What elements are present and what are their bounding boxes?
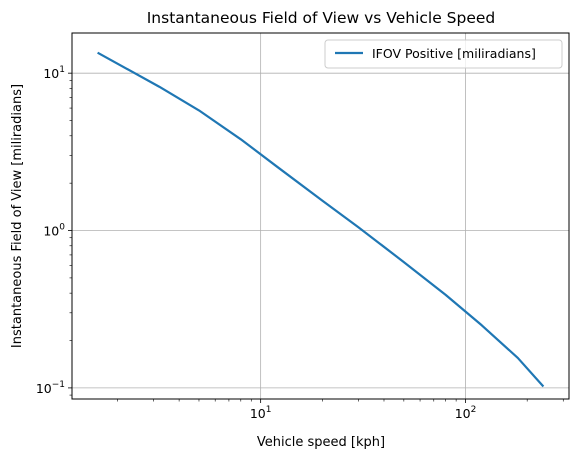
x-tick-label: 102 [455, 405, 477, 421]
y-tick-label: 10−1 [36, 380, 65, 396]
series-line-ifov-positive [97, 51, 545, 388]
plot-area-frame [71, 32, 570, 400]
y-tick-label: 100 [43, 223, 65, 239]
legend: IFOV Positive [miliradians] [324, 39, 563, 69]
series-layer [97, 51, 545, 388]
y-axis-ticks: 10−1 100 101 [36, 65, 72, 396]
x-axis-ticks: 101 102 [117, 399, 564, 421]
y-tick-label: 101 [43, 65, 65, 81]
x-tick-label: 101 [250, 405, 272, 421]
grid-lines [72, 33, 569, 399]
x-axis-label: Vehicle speed [kph] [257, 435, 385, 450]
legend-box [324, 39, 563, 69]
y-axis-label: Instantaneous Field of View [miliradians… [10, 84, 25, 348]
legend-entry-ifov-positive: IFOV Positive [miliradians] [372, 46, 536, 61]
chart-title: Instantaneous Field of View vs Vehicle S… [147, 9, 496, 27]
